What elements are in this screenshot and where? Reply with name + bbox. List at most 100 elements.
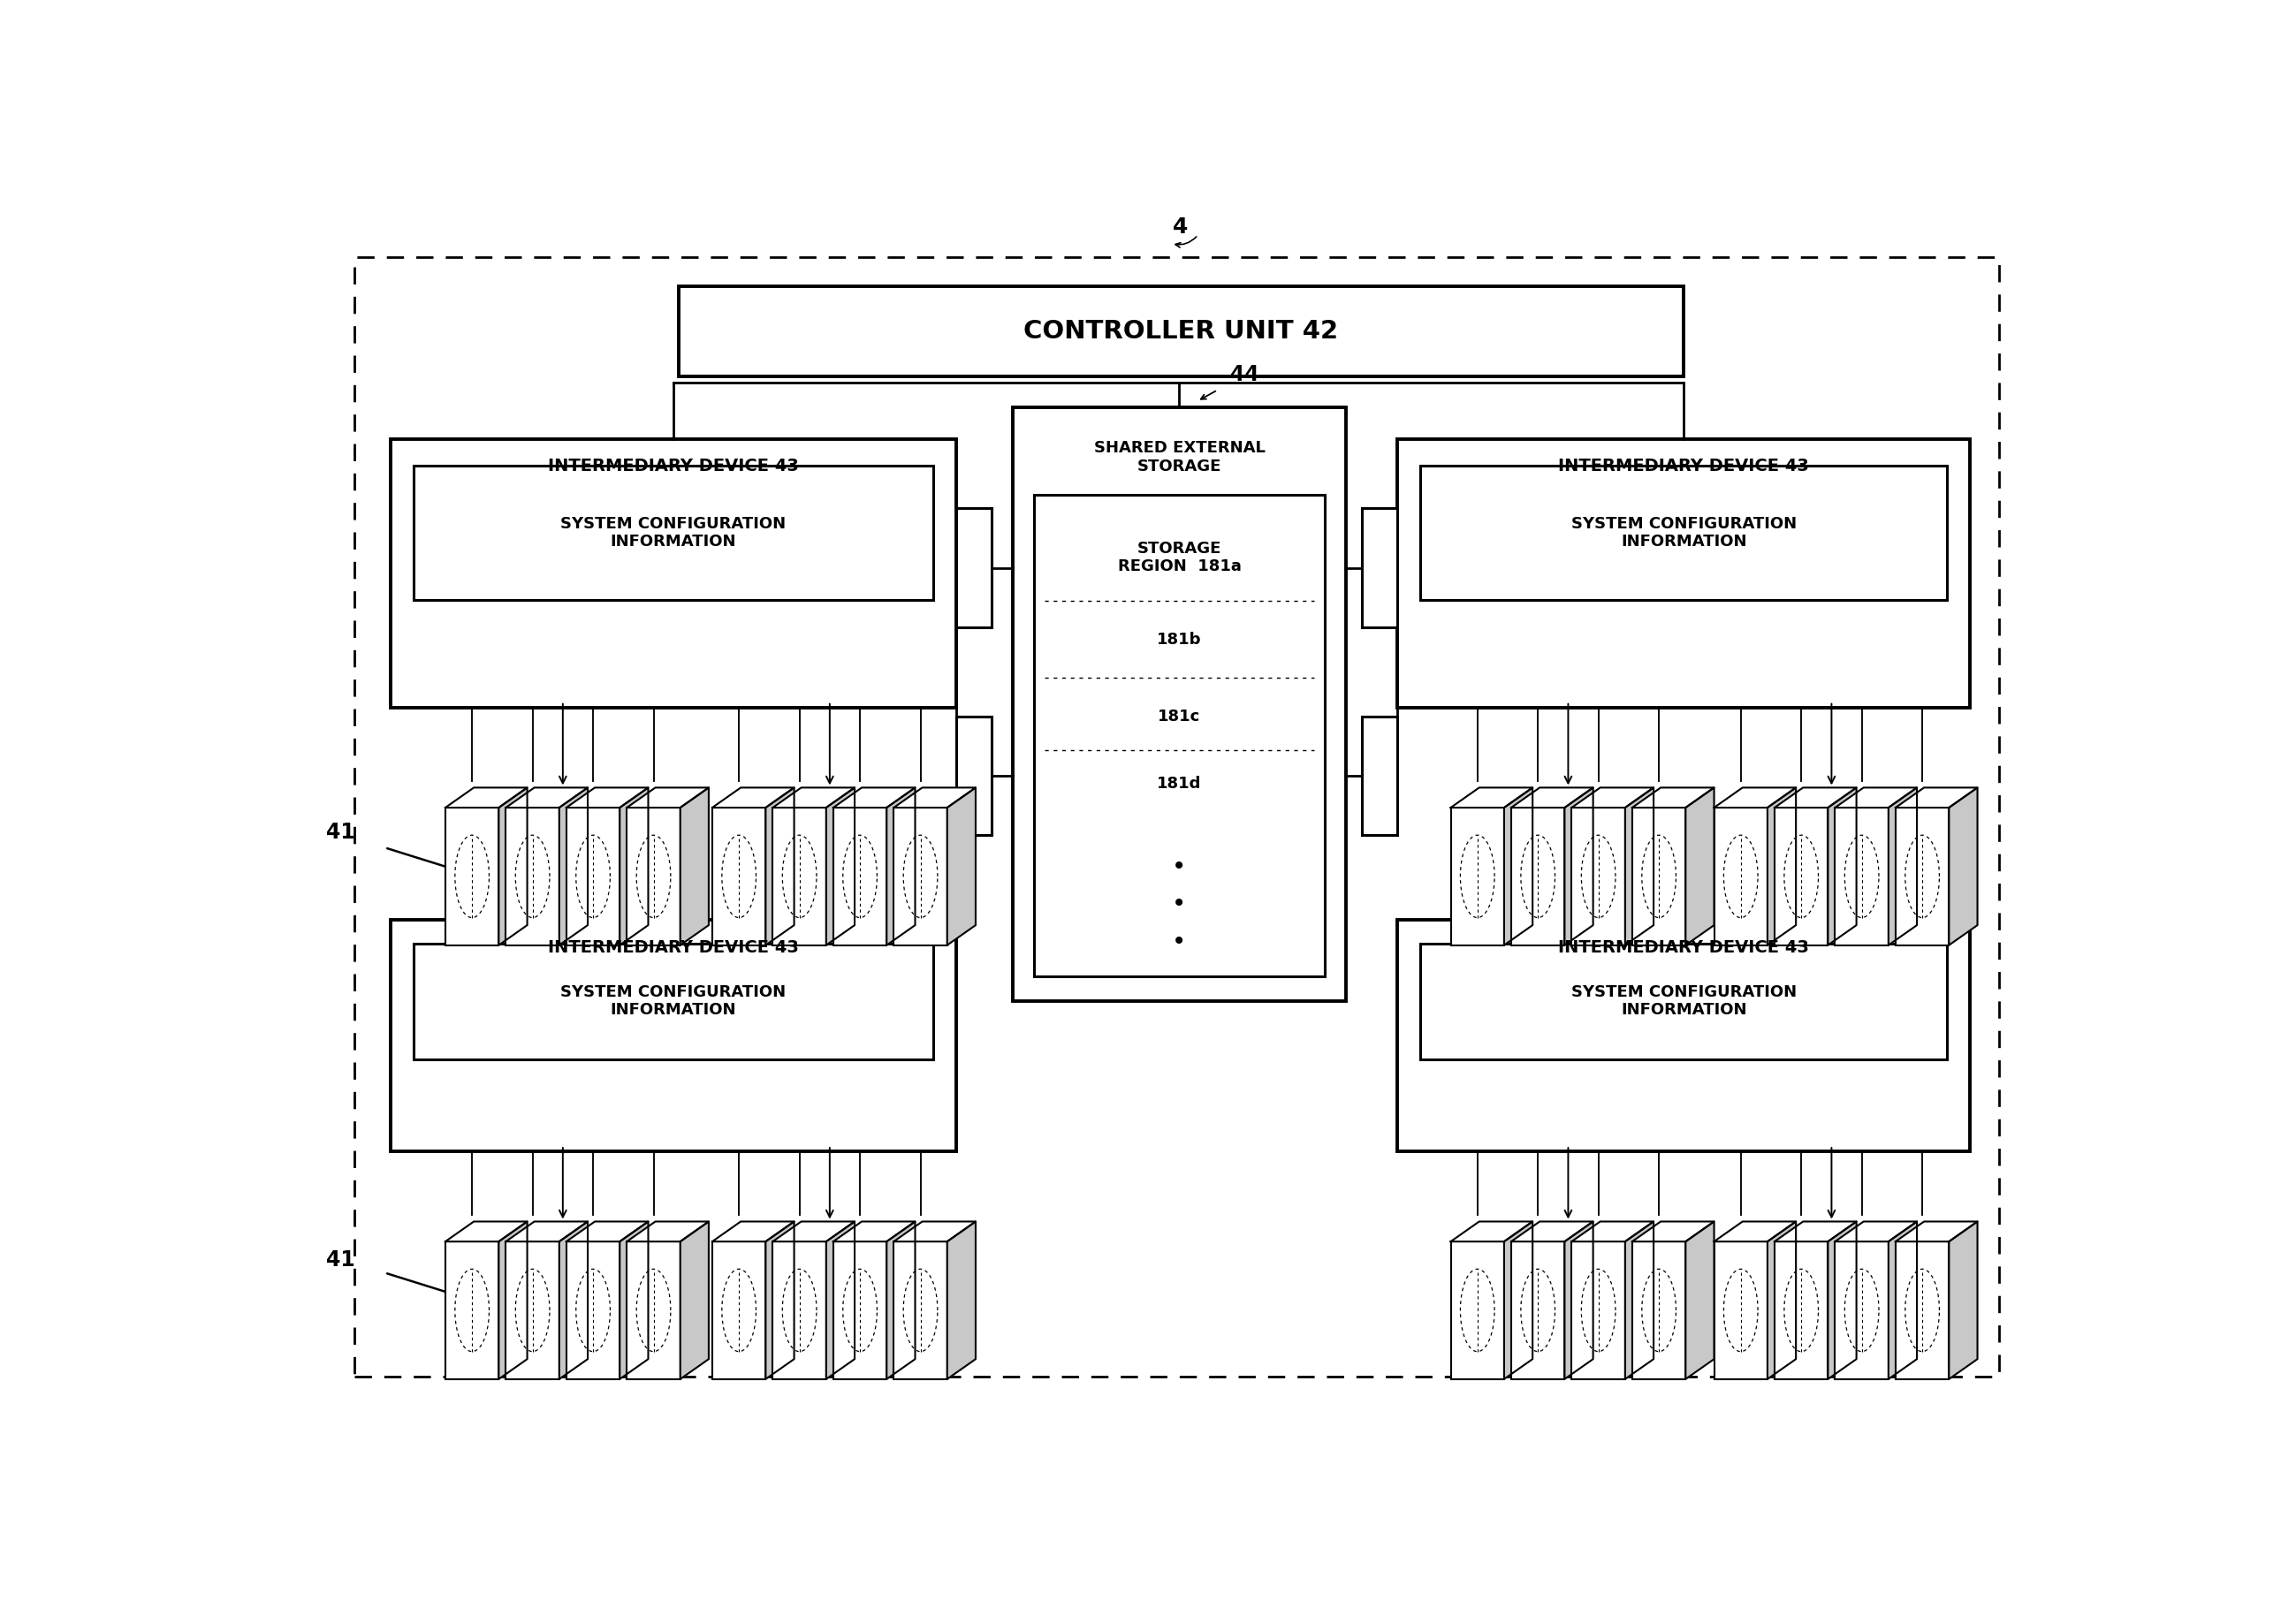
Polygon shape (567, 1221, 647, 1241)
Polygon shape (1775, 1221, 1857, 1241)
Bar (893, 1241, 948, 1379)
Polygon shape (774, 788, 854, 807)
Polygon shape (560, 788, 588, 945)
Bar (1775, 807, 1828, 945)
Bar (1451, 807, 1504, 945)
Bar (1573, 1241, 1626, 1379)
Bar (627, 807, 680, 945)
Polygon shape (1564, 1221, 1593, 1379)
Polygon shape (1632, 1221, 1715, 1241)
Polygon shape (1626, 1221, 1653, 1379)
Polygon shape (1715, 788, 1795, 807)
Bar (712, 1241, 765, 1379)
Polygon shape (833, 1221, 916, 1241)
Polygon shape (498, 788, 528, 945)
Polygon shape (1685, 788, 1715, 945)
Polygon shape (1775, 788, 1857, 807)
Polygon shape (1685, 1221, 1715, 1379)
Bar (1835, 1241, 1887, 1379)
Bar (1451, 1241, 1504, 1379)
Bar (567, 807, 620, 945)
Polygon shape (1715, 1221, 1795, 1241)
Bar (1362, 716, 1398, 835)
Polygon shape (1451, 1221, 1534, 1241)
Polygon shape (1949, 788, 1977, 945)
Bar (390, 438, 955, 708)
Bar (505, 1241, 560, 1379)
Text: 181d: 181d (1157, 776, 1201, 793)
Polygon shape (1896, 1221, 1977, 1241)
Polygon shape (948, 788, 976, 945)
Bar (505, 807, 560, 945)
Polygon shape (886, 1221, 916, 1379)
Text: STORAGE
REGION  181a: STORAGE REGION 181a (1118, 541, 1242, 575)
Bar (413, 944, 932, 1059)
Polygon shape (1504, 788, 1534, 945)
Bar (1511, 1241, 1564, 1379)
Polygon shape (680, 788, 709, 945)
Bar (1715, 807, 1768, 945)
Polygon shape (620, 788, 647, 945)
Polygon shape (893, 1221, 976, 1241)
Polygon shape (712, 1221, 794, 1241)
Bar (1362, 508, 1398, 627)
Text: 181c: 181c (1157, 708, 1201, 724)
Polygon shape (498, 1221, 528, 1379)
Bar (1013, 408, 1345, 1002)
Text: 4: 4 (1173, 216, 1187, 239)
Polygon shape (774, 1221, 854, 1241)
Text: SYSTEM CONFIGURATION
INFORMATION: SYSTEM CONFIGURATION INFORMATION (560, 516, 785, 551)
Polygon shape (445, 1221, 528, 1241)
Polygon shape (1835, 1221, 1917, 1241)
Bar (1398, 438, 1970, 708)
Polygon shape (1573, 788, 1653, 807)
Bar (1715, 1241, 1768, 1379)
Polygon shape (1564, 788, 1593, 945)
Bar (774, 807, 827, 945)
Text: INTERMEDIARY DEVICE 43: INTERMEDIARY DEVICE 43 (1559, 939, 1809, 957)
Bar (1775, 1241, 1828, 1379)
Polygon shape (1511, 1221, 1593, 1241)
Text: CONTROLLER UNIT 42: CONTROLLER UNIT 42 (1024, 318, 1339, 344)
Bar (833, 1241, 886, 1379)
Polygon shape (948, 1221, 976, 1379)
Polygon shape (1768, 788, 1795, 945)
Bar (1835, 807, 1887, 945)
Polygon shape (1573, 1221, 1653, 1241)
Polygon shape (1828, 1221, 1857, 1379)
Polygon shape (445, 788, 528, 807)
Text: INTERMEDIARY DEVICE 43: INTERMEDIARY DEVICE 43 (549, 939, 799, 957)
Polygon shape (1828, 788, 1857, 945)
Bar (712, 807, 765, 945)
Polygon shape (833, 788, 916, 807)
Text: SYSTEM CONFIGURATION
INFORMATION: SYSTEM CONFIGURATION INFORMATION (1570, 984, 1795, 1018)
Polygon shape (712, 788, 794, 807)
Polygon shape (1835, 788, 1917, 807)
Polygon shape (765, 1221, 794, 1379)
Bar (1896, 807, 1949, 945)
Polygon shape (680, 1221, 709, 1379)
Text: •: • (1173, 854, 1187, 879)
Bar (1896, 1241, 1949, 1379)
Polygon shape (1626, 788, 1653, 945)
Polygon shape (1890, 788, 1917, 945)
Bar (445, 1241, 498, 1379)
Bar (390, 921, 955, 1151)
Bar (680, 286, 1683, 377)
Polygon shape (893, 788, 976, 807)
Bar (955, 508, 992, 627)
Bar (1421, 466, 1947, 599)
Text: •: • (1173, 892, 1187, 916)
Text: •: • (1173, 929, 1187, 953)
Polygon shape (627, 788, 709, 807)
Text: 41: 41 (326, 1250, 356, 1272)
Polygon shape (567, 788, 647, 807)
Polygon shape (827, 1221, 854, 1379)
Polygon shape (627, 1221, 709, 1241)
Bar (1421, 944, 1947, 1059)
Text: SYSTEM CONFIGURATION
INFORMATION: SYSTEM CONFIGURATION INFORMATION (1570, 516, 1795, 551)
Text: INTERMEDIARY DEVICE 43: INTERMEDIARY DEVICE 43 (1559, 458, 1809, 474)
Bar (413, 466, 932, 599)
Bar (627, 1241, 680, 1379)
Bar (354, 258, 2000, 1377)
